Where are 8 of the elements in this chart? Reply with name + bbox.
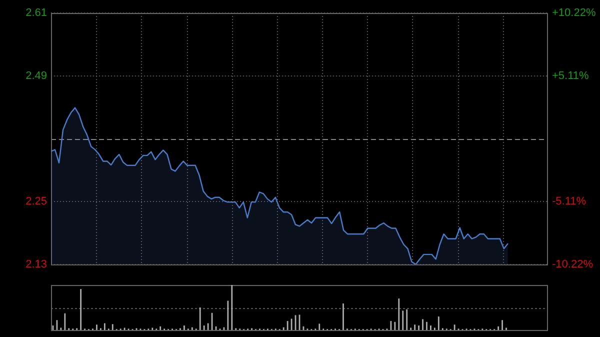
y-tick-label: 2.13 — [26, 258, 47, 270]
y2-tick-label: -5.11% — [552, 196, 586, 208]
y2-tick-label: +10.22% — [552, 7, 596, 20]
y-tick-label: 2.25 — [26, 196, 47, 208]
y2-tick-label: +5.11% — [552, 70, 590, 82]
y-tick-label: 2.49 — [26, 70, 47, 82]
y2-tick-label: -10.22% — [552, 258, 594, 270]
y-tick-label: 2.61 — [26, 7, 47, 20]
